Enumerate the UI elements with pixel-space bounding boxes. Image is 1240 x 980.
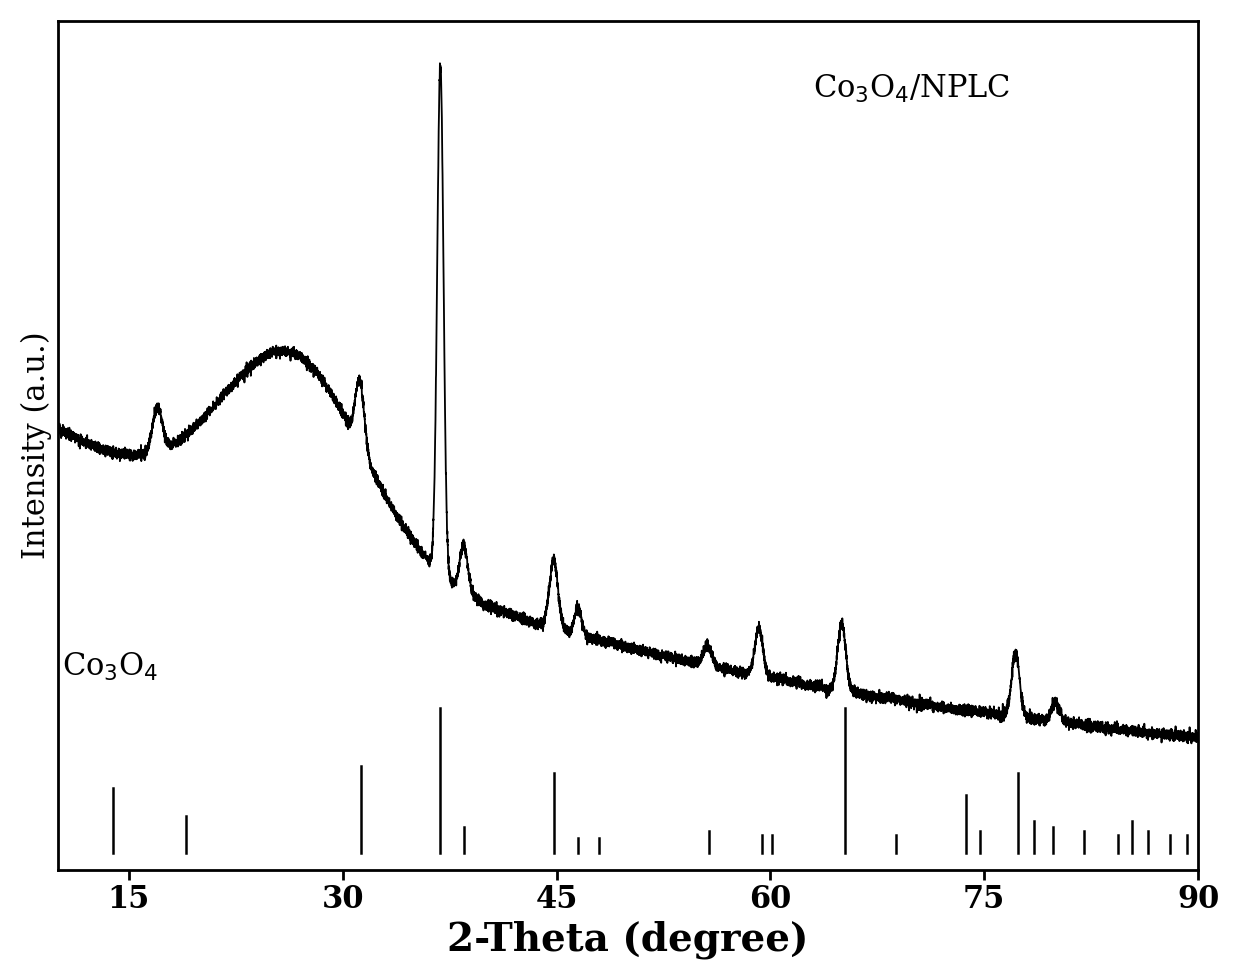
Text: Co$_3$O$_4$: Co$_3$O$_4$ xyxy=(62,651,157,683)
Text: Co$_3$O$_4$/NPLC: Co$_3$O$_4$/NPLC xyxy=(813,73,1011,105)
X-axis label: 2-Theta (degree): 2-Theta (degree) xyxy=(448,920,808,959)
Y-axis label: Intensity (a.u.): Intensity (a.u.) xyxy=(21,331,52,559)
